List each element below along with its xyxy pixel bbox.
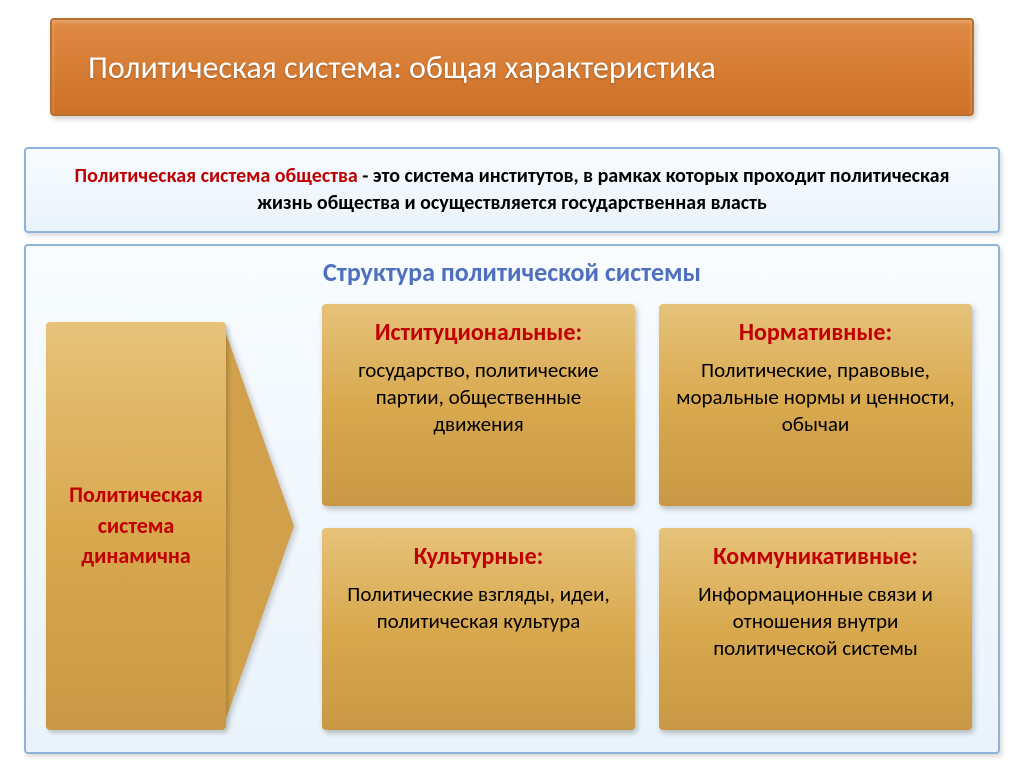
card-body: Политические взгляды, идеи, политическая… bbox=[338, 581, 619, 635]
card-body: государство, политические партии, общест… bbox=[338, 357, 619, 438]
definition-text: Политическая система общества - это сист… bbox=[46, 163, 978, 217]
card-title: Культурные: bbox=[414, 542, 544, 571]
card-institutional: Иституциональные: государство, политичес… bbox=[322, 304, 635, 506]
card-title: Иституциональные: bbox=[375, 318, 582, 347]
definition-body: - это система институтов, в рамках котор… bbox=[257, 164, 949, 215]
page-title: Политическая система: общая характеристи… bbox=[88, 48, 716, 87]
arrow-label: Политическая система динамична bbox=[58, 480, 214, 572]
arrow-head bbox=[222, 322, 294, 730]
title-bar: Политическая система: общая характеристи… bbox=[50, 18, 974, 116]
structure-title: Структура политической системы bbox=[26, 246, 998, 294]
card-title: Коммуникативные: bbox=[713, 542, 918, 571]
cards-grid: Иституциональные: государство, политичес… bbox=[322, 304, 972, 730]
definition-term: Политическая система общества bbox=[75, 164, 358, 188]
card-body: Информационные связи и отношения внутри … bbox=[675, 581, 956, 662]
definition-panel: Политическая система общества - это сист… bbox=[24, 147, 1000, 233]
card-body: Политические, правовые, моральные нормы … bbox=[675, 357, 956, 438]
card-title: Нормативные: bbox=[739, 318, 892, 347]
card-normative: Нормативные: Политические, правовые, мор… bbox=[659, 304, 972, 506]
card-communicative: Коммуникативные: Информационные связи и … bbox=[659, 528, 972, 730]
card-cultural: Культурные: Политические взгляды, идеи, … bbox=[322, 528, 635, 730]
arrow-body: Политическая система динамична bbox=[46, 322, 226, 730]
arrow-shape: Политическая система динамична bbox=[46, 322, 294, 730]
structure-panel: Структура политической системы Политичес… bbox=[24, 244, 1000, 754]
